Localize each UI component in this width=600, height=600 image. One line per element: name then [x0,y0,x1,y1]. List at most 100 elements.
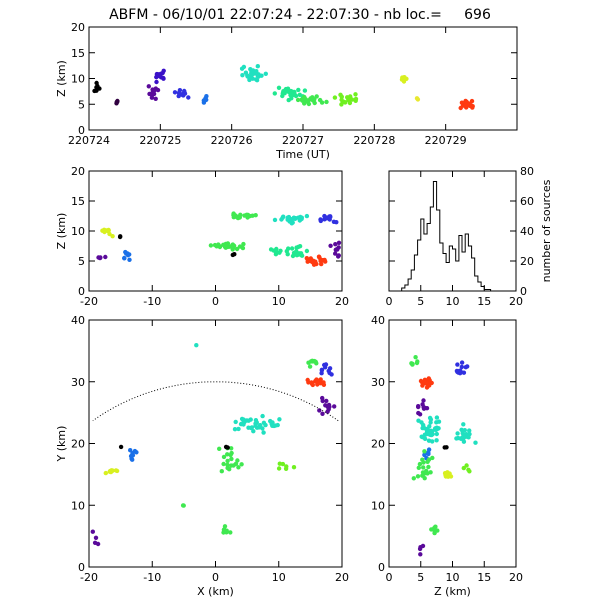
x_z-source-point [323,259,328,264]
z_y-source-point [429,429,435,434]
time_height-source-point [255,63,260,69]
x_y-source-point [225,452,230,457]
x_y-xtick-label: -10 [143,571,161,584]
x_y-source-point [229,456,234,462]
z_y-source-point [421,398,426,403]
x_z-source-point [297,218,302,223]
z_y-source-point [459,360,465,365]
x_z-source-point [225,241,231,246]
x_z-source-point [279,217,284,222]
z_histogram-panel [388,170,517,292]
z_y-source-point [466,435,471,440]
time_height-source-point [256,72,261,77]
z_histogram-xtick-label: 5 [417,295,424,308]
z_y-source-point [431,527,436,532]
time_height-xtick-label: 220727 [282,134,324,147]
x_z-source-point [310,258,315,264]
x_y-source-point [276,466,282,471]
x_y-source-point [275,422,280,428]
z_y-source-point [424,468,429,474]
z_histogram-xtick-label: 0 [386,295,393,308]
x_y-source-point [128,448,133,453]
x_z-ylabel: Z (km) [55,213,68,250]
time_height-source-point [240,73,245,78]
x_y-ytick-label: 0 [78,561,85,574]
x_y-source-point [107,468,113,474]
time_height-source-point [272,91,277,96]
x_z-source-point [272,217,278,223]
x_z-source-point [103,254,108,260]
time_height-source-point [263,71,268,77]
x_y-source-point [271,423,277,429]
z_y-source-point [434,415,440,420]
time_height-xlabel: Time (UT) [275,148,330,161]
x_y-source-point [327,370,332,376]
x_z-source-point [304,248,310,254]
x_y-source-point [241,422,246,427]
x_y-source-point [326,407,331,412]
x_y-ytick-label: 40 [71,314,85,327]
z_y-source-point [442,445,447,450]
time_height-source-point [290,92,296,98]
x_y-xtick-label: 10 [272,571,286,584]
x_z-xtick-label: 20 [335,295,349,308]
time_height-source-point [304,99,309,104]
z_y-source-point [416,410,421,416]
x_y-source-point [233,419,238,425]
time_height-source-point [353,92,358,97]
x_y-source-point [248,417,253,422]
x_y-source-point [235,458,240,463]
z_y-source-point [436,419,442,424]
time_height-source-point [115,98,120,104]
time_height-source-point [312,100,317,106]
x_y-source-point [225,458,230,464]
time_height-source-point [342,99,347,105]
x_z-source-point [323,215,328,220]
x_z-source-point [271,248,276,253]
time_height-source-point [302,88,308,93]
x_z-source-point [304,213,310,219]
time_height-panel [88,26,518,131]
z_histogram-xtick-label: 15 [477,295,491,308]
time_height-frame [88,26,518,131]
x_y-source-point [233,461,239,466]
time_height-source-point [463,103,468,108]
z_y-ytick-label: 30 [371,376,385,389]
z_histogram-xtick-label: 20 [509,295,523,308]
x_y-source-point [239,462,244,467]
x_y-source-point [305,377,310,383]
time_height-source-point [459,100,465,105]
x_y-panel [88,319,343,568]
z_y-source-point [443,474,449,479]
time_height-source-point [157,74,162,79]
x_z-source-point [333,251,338,256]
z_histogram-ytick-label: 60 [520,195,534,208]
x_z-source-point [291,216,296,221]
x_z-source-point [235,215,240,220]
x_z-source-point [231,243,237,248]
z_y-source-point [459,436,464,441]
x_z-source-point [299,253,305,258]
time_height-ytick-label: 5 [78,98,85,111]
x_z-source-point [298,214,303,220]
x_z-source-point [305,259,310,264]
time_height-ytick-label: 15 [71,47,85,60]
time_height-source-point [317,97,323,103]
z_y-source-point [420,457,425,462]
x_z-source-point [223,245,228,250]
x_z-source-point [333,242,338,247]
time_height-xtick-label: 220726 [211,134,253,147]
z_y-source-point [420,425,425,431]
x_y-source-point [103,470,109,476]
time_height-source-point [314,94,319,99]
x_y-source-point [327,366,333,371]
time_height-xtick-label: 220725 [139,134,181,147]
x_y-xtick-label: -20 [80,571,98,584]
z_y-source-point [413,355,418,360]
x_y-ytick-label: 10 [71,499,85,512]
x_z-ytick-label: 20 [71,165,85,178]
z_y-source-point [414,360,420,366]
x_z-source-point [250,213,255,218]
x_y-source-point [114,468,120,474]
